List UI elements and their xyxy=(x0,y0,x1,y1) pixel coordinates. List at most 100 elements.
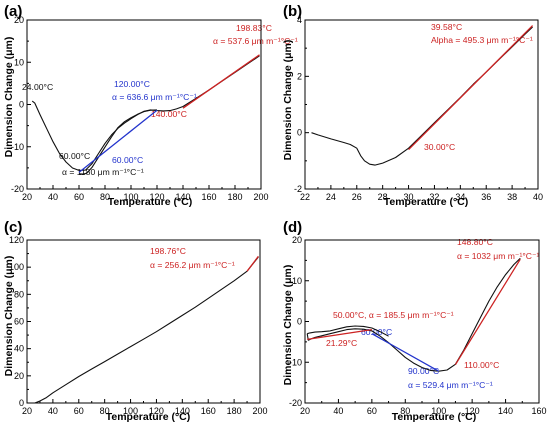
annotation-a-2: α = 537.6 μm m⁻¹°C⁻¹ xyxy=(213,36,298,46)
x-axis-title-c: Temperature (°C) xyxy=(106,411,191,423)
plot-a: 20 40 60 80 100 120 140 160 180 200 -20 -10 0 10 20 xyxy=(11,15,269,202)
y-tick-label: -20 xyxy=(289,398,302,408)
annotation-d-8: α = 529.4 μm m⁻¹°C⁻¹ xyxy=(408,380,493,390)
x-tick-label: 160 xyxy=(201,192,216,202)
annotation-a-8: 60.00°C xyxy=(112,155,143,165)
y-tick-label: 10 xyxy=(14,57,24,67)
x-tick-label: 28 xyxy=(378,192,388,202)
x-tick-label: 200 xyxy=(253,192,268,202)
fit-line-d-3 xyxy=(307,328,372,341)
annotation-b-3: 30.00°C xyxy=(424,142,455,152)
x-tick-label: 40 xyxy=(333,406,343,416)
y-tick-label: 20 xyxy=(14,371,24,381)
y-tick-label: 120 xyxy=(9,235,24,245)
measured-curve-a-1 xyxy=(78,109,158,175)
annotation-d-2: α = 1032 μm m⁻¹°C⁻¹ xyxy=(457,251,540,261)
measured-curve-c-0 xyxy=(34,256,259,404)
x-tick-label: 140 xyxy=(498,406,513,416)
x-tick-label: 80 xyxy=(400,406,410,416)
y-tick-label: -2 xyxy=(294,184,302,194)
fit-line-b-1 xyxy=(408,25,534,151)
x-tick-label: 30 xyxy=(404,192,414,202)
x-tick-label: 100 xyxy=(123,406,138,416)
x-tick-label: 160 xyxy=(201,406,216,416)
x-tick-label: 140 xyxy=(175,406,190,416)
y-tick-label: 40 xyxy=(14,344,24,354)
annotation-a-1: 198.83°C xyxy=(236,23,272,33)
annotation-a-5: α = 636.6 μm m⁻¹°C⁻¹ xyxy=(112,92,197,102)
y-tick-label: 0 xyxy=(19,398,24,408)
y-tick-label: -20 xyxy=(11,184,24,194)
plot-frame-b xyxy=(304,19,539,190)
fit-line-d-4 xyxy=(454,258,521,366)
annotation-b-1: 39.58°C xyxy=(431,22,462,32)
y-tick-label: 0 xyxy=(19,100,24,110)
x-tick-label: 60 xyxy=(74,192,84,202)
x-tick-label: 34 xyxy=(455,192,465,202)
x-tick-label: 180 xyxy=(227,192,242,202)
x-tick-label: 120 xyxy=(149,192,164,202)
x-tick-label: 80 xyxy=(100,192,110,202)
x-tick-label: 20 xyxy=(300,406,310,416)
x-tick-label: 100 xyxy=(123,192,138,202)
annotation-d-7: 90.00°C xyxy=(408,366,439,376)
annotation-c-1: 198.76°C xyxy=(150,246,186,256)
annotation-d-3: 50.00°C, α = 185.5 μm m⁻¹°C⁻¹ xyxy=(333,310,454,320)
annotation-d-4: 60.00°C xyxy=(361,327,392,337)
annotation-a-7: 60.00°C xyxy=(59,151,90,161)
x-tick-label: 36 xyxy=(481,192,491,202)
x-tick-label: 100 xyxy=(431,406,446,416)
y-tick-label: 100 xyxy=(9,262,24,272)
fit-line-c-1 xyxy=(246,255,259,272)
annotation-d-5: 21.29°C xyxy=(326,338,357,348)
y-axis-title-b: Dimension Change (μm) xyxy=(282,40,294,161)
y-tick-label: 4 xyxy=(297,15,302,25)
panel-label-a: (a) xyxy=(4,3,22,20)
fit-line-d-2 xyxy=(371,333,440,372)
annotation-d-6: 110.00°C xyxy=(464,360,499,370)
x-tick-label: 38 xyxy=(507,192,517,202)
panel-d: (d) Temperature (°C) Dimension Change (μ… xyxy=(282,219,540,423)
x-tick-label: 120 xyxy=(149,406,164,416)
x-tick-label: 60 xyxy=(367,406,377,416)
panel-label-b: (b) xyxy=(283,3,302,20)
y-tick-label: 10 xyxy=(292,276,302,286)
annotation-d-1: 148.80°C xyxy=(457,237,493,247)
x-axis-title-a: Temperature (°C) xyxy=(108,196,193,208)
y-tick-label: 20 xyxy=(292,235,302,245)
annotation-a-6: 140.00°C xyxy=(151,109,187,119)
x-tick-label: 20 xyxy=(22,192,32,202)
x-tick-label: 60 xyxy=(74,406,84,416)
x-tick-label: 40 xyxy=(48,192,58,202)
y-tick-label: 2 xyxy=(297,71,302,81)
annotation-a-9: α = 1180 μm m⁻¹°C⁻¹ xyxy=(62,167,144,177)
x-tick-label: 26 xyxy=(352,192,362,202)
y-tick-label: 20 xyxy=(14,15,24,25)
x-tick-label: 24 xyxy=(326,192,336,202)
annotation-b-2: Alpha = 495.3 μm m⁻¹°C⁻¹ xyxy=(431,35,533,45)
y-tick-label: -10 xyxy=(289,357,302,367)
y-tick-label: 0 xyxy=(297,128,302,138)
x-tick-label: 120 xyxy=(465,406,480,416)
measured-curve-b-0 xyxy=(311,26,533,166)
panel-b: (b) Temperature (°C) Dimension Change (μ… xyxy=(282,3,533,208)
x-tick-label: 80 xyxy=(100,406,110,416)
fit-line-a-2 xyxy=(182,54,260,109)
plot-d: 20 40 60 80 100 120 140 160 -20 -10 0 10 20 xyxy=(289,235,547,416)
measured-curve-d-1 xyxy=(307,325,389,337)
panel-label-c: (c) xyxy=(4,219,22,236)
panel-a: (a) Temperature (°C) Dimension Change (μ… xyxy=(3,3,298,208)
x-tick-label: 32 xyxy=(429,192,439,202)
annotation-a-4: 120.00°C xyxy=(114,79,150,89)
y-tick-label: 60 xyxy=(14,317,24,327)
y-axis-title-c: Dimension Change (μm) xyxy=(3,256,15,377)
y-axis-title-d: Dimension Change (μm) xyxy=(282,265,294,386)
annotation-c-2: α = 256.2 μm m⁻¹°C⁻¹ xyxy=(150,260,235,270)
annotation-a-3: 24.00°C xyxy=(22,82,53,92)
plot-c: 20 40 60 80 100 120 140 160 180 20002040608010012… xyxy=(9,235,268,416)
x-tick-label: 140 xyxy=(175,192,190,202)
x-tick-label: 40 xyxy=(48,406,58,416)
x-tick-label: 20 xyxy=(22,406,32,416)
